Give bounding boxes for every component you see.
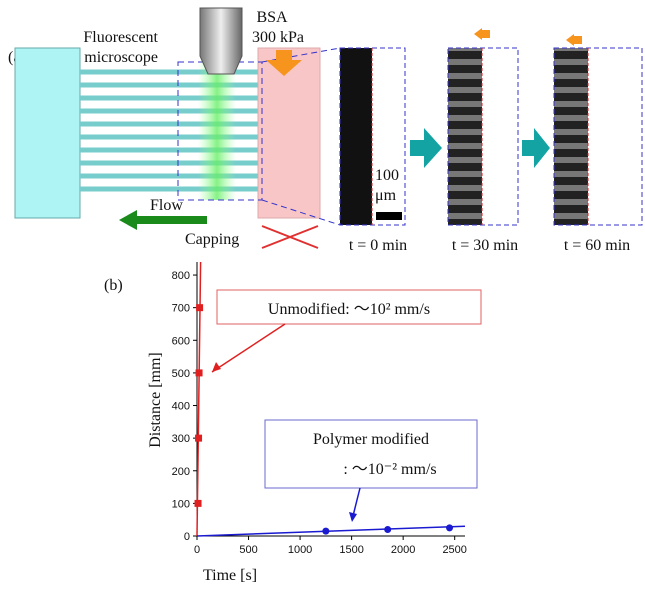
capping-label: Capping — [185, 231, 239, 248]
outlet-reservoir — [257, 47, 321, 219]
meniscus-arrow — [566, 34, 582, 46]
flow-arrow — [119, 210, 207, 230]
time-label: t = 60 min — [564, 237, 630, 254]
image-frame — [553, 47, 643, 226]
x-tick-label: 0 — [194, 544, 200, 556]
y-tick-label: 600 — [172, 335, 190, 347]
image-dark — [448, 48, 482, 225]
pressure-arrow — [266, 50, 302, 76]
time-arrow — [410, 128, 442, 168]
time-label: t = 0 min — [349, 237, 407, 254]
panel-label: (b) — [104, 277, 123, 294]
y-tick-label: 100 — [172, 498, 190, 510]
annotation: Polymer modified — [313, 431, 429, 448]
annotation-arrow — [211, 323, 286, 373]
flow-label: Flow — [150, 197, 183, 214]
scale-label: μm — [375, 187, 397, 204]
x-tick-label: 1500 — [339, 544, 363, 556]
zoom-line — [261, 199, 341, 226]
annotation: Unmodified: ～10² mm/s — [268, 301, 430, 318]
y-tick-label: 800 — [172, 270, 190, 282]
time-label: t = 30 min — [452, 237, 518, 254]
time-arrow — [522, 128, 550, 168]
x-tick-label: 2500 — [442, 544, 466, 556]
image-dark — [340, 48, 372, 225]
annotation-box — [216, 289, 482, 325]
scale-bar — [376, 212, 402, 220]
pressure-label: 300 kPa — [252, 29, 304, 46]
fit-line — [196, 261, 202, 537]
microscope-label: microscope — [84, 49, 158, 66]
capping-cross — [261, 225, 319, 249]
image-frame — [447, 47, 519, 226]
meniscus-arrow — [474, 28, 490, 40]
objective — [199, 7, 243, 75]
zoom-line — [261, 47, 341, 63]
microscope-label: Fluorescent — [83, 29, 158, 46]
pressure-label: BSA — [256, 9, 288, 26]
y-tick-label: 300 — [172, 433, 190, 445]
y-tick-label: 0 — [184, 531, 190, 543]
inlet-reservoir — [14, 47, 81, 219]
point — [446, 524, 454, 532]
x-axis-label: Time [s] — [203, 567, 257, 584]
annotation-arrowhead — [212, 362, 221, 372]
x-tick-label: 500 — [239, 544, 257, 556]
scale-label: 100 — [375, 167, 399, 184]
x-tick-label: 1000 — [288, 544, 312, 556]
y-tick-label: 200 — [172, 466, 190, 478]
y-axis-label: Distance [mm] — [147, 352, 164, 448]
image-dark — [554, 48, 588, 225]
y-tick-label: 500 — [172, 368, 190, 380]
panel-b: (b) Time [s] Distance [mm] Unmodified: ～… — [104, 261, 482, 584]
fit-line — [196, 525, 466, 537]
annotation: : ～10⁻² mm/s — [343, 461, 436, 478]
annotation-box — [264, 419, 478, 489]
panel-a: (a) Fluorescent microscope BSA 300 kPa F… — [8, 7, 643, 254]
fluorescence — [198, 62, 236, 200]
y-tick-label: 400 — [172, 401, 190, 413]
y-tick-label: 700 — [172, 303, 190, 315]
x-tick-label: 2000 — [391, 544, 415, 556]
annotation-arrowhead — [349, 512, 357, 522]
